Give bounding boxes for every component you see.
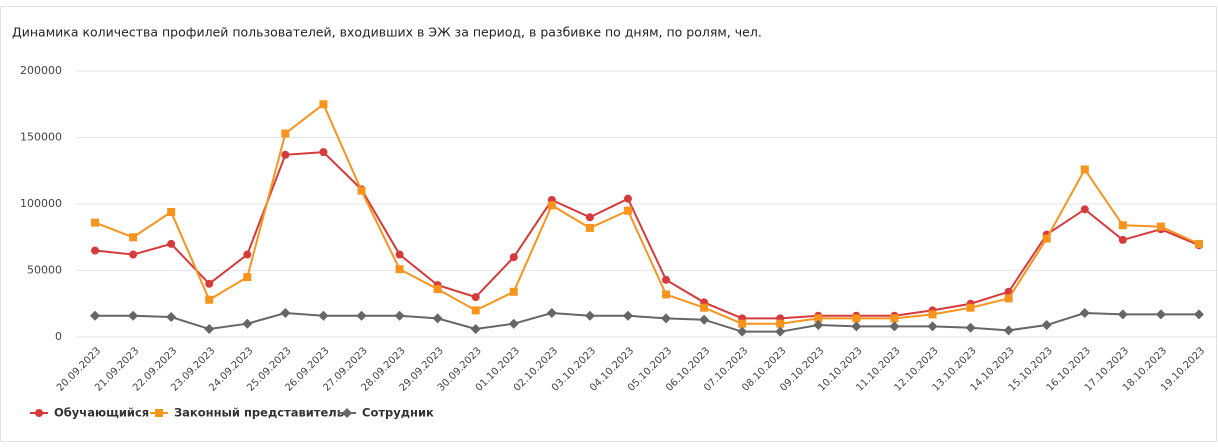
legend-marker [155,409,163,417]
point [927,321,938,332]
point [890,314,899,323]
point [318,310,329,321]
point [509,253,518,262]
point [205,295,214,304]
point [470,324,481,335]
point [623,206,632,215]
point [584,310,595,321]
point [928,310,937,319]
point [1193,309,1204,320]
point [166,312,177,323]
y-tick-label: 200000 [20,64,62,77]
point [281,150,290,159]
point [243,250,252,259]
point [1080,205,1089,214]
point [509,287,518,296]
y-tick-label: 150000 [20,131,62,144]
point [851,321,862,332]
legend-marker [35,409,43,417]
point [738,319,747,328]
chart-title: Динамика количества профилей пользовател… [12,25,762,40]
point [356,310,367,321]
point [432,313,443,324]
point [1003,325,1014,336]
point [357,186,366,195]
series-line [95,312,1199,333]
legend-label: Обучающийся [54,406,149,420]
point [395,250,404,259]
point [394,310,405,321]
series-line [94,151,1200,320]
point [433,285,442,294]
point [1079,308,1090,319]
y-tick-label: 50000 [27,264,62,277]
point [508,318,519,329]
point [622,310,633,321]
point [90,310,101,321]
point [585,213,594,222]
y-tick-label: 0 [55,330,62,343]
point [813,320,824,331]
point [242,318,253,329]
point [1004,294,1013,303]
point [167,207,176,216]
point [700,303,709,312]
point [852,314,861,323]
y-tick-label: 100000 [20,197,62,210]
point [129,233,138,242]
point [775,326,786,337]
point [1041,320,1052,331]
point [623,194,632,203]
point [471,306,480,315]
point [1118,221,1127,230]
point [128,310,139,321]
legend-label: Сотрудник [362,406,434,420]
point [91,246,100,255]
point [243,273,252,282]
point [1042,234,1051,243]
point [662,275,671,284]
point [167,239,176,248]
point [547,201,556,210]
point [1156,222,1165,231]
point [280,308,291,319]
point [319,148,328,157]
point [1117,309,1128,320]
point [661,313,672,324]
point [1080,165,1089,174]
point [395,265,404,274]
point [966,303,975,312]
point [281,129,290,138]
point [889,321,900,332]
legend-marker [342,408,352,418]
point [737,326,748,337]
point [319,100,328,109]
point [965,322,976,333]
point [1155,309,1166,320]
series-line [94,102,1200,325]
point [129,250,138,259]
point [471,293,480,302]
point [205,279,214,288]
point [1118,235,1127,244]
point [585,223,594,232]
point [699,314,710,325]
chart-frame [0,6,1217,442]
point [814,314,823,323]
point [1194,239,1203,248]
point [91,218,100,227]
point [776,319,785,328]
point [546,308,557,319]
point [662,290,671,299]
legend-label: Законный представитель [174,406,344,420]
point [204,324,215,335]
